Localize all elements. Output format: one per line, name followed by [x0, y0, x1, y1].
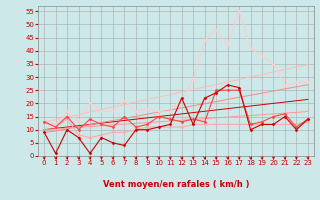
X-axis label: Vent moyen/en rafales ( km/h ): Vent moyen/en rafales ( km/h ) [103, 180, 249, 189]
